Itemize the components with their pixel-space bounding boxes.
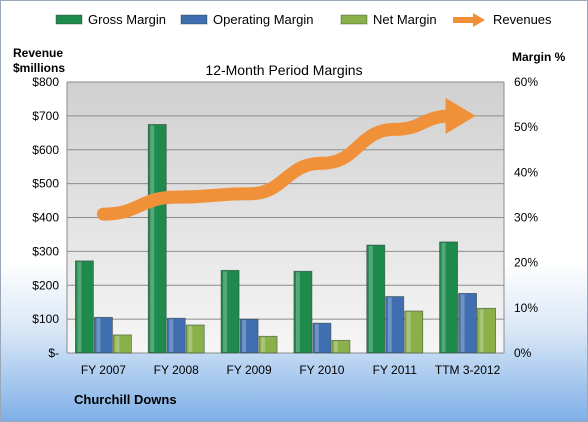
- legend-swatch: [55, 14, 83, 25]
- right-tick-label: 0%: [514, 346, 532, 360]
- bar-operating-margin: [385, 296, 405, 354]
- bar-gross-margin: [293, 270, 313, 354]
- legend-label: Revenues: [493, 12, 552, 27]
- bar-gross-margin: [439, 241, 458, 354]
- bar-gross-margin: [366, 244, 386, 354]
- category-label: FY 2008: [154, 363, 199, 377]
- right-tick-label: 20%: [514, 256, 538, 270]
- bar-net-margin: [113, 334, 132, 354]
- legend-swatch: [180, 14, 208, 25]
- bar-highlight: [115, 335, 120, 352]
- bar-net-margin: [331, 339, 351, 354]
- revenue-arrow-head: [445, 97, 476, 134]
- right-tick-label: 50%: [514, 120, 538, 134]
- bar-gross-margin: [147, 124, 167, 354]
- bar-highlight: [188, 325, 193, 352]
- left-tick-label: $100: [32, 312, 59, 326]
- bar-highlight: [150, 125, 155, 352]
- left-tick-label: $-: [48, 346, 59, 360]
- revenue-line-path: [96, 109, 459, 221]
- bar-highlight: [479, 309, 484, 352]
- bar-highlight: [96, 318, 101, 352]
- bar-gross-margin: [220, 269, 240, 354]
- category-label: FY 2007: [81, 363, 126, 377]
- bar-highlight: [242, 320, 247, 352]
- bar-highlight: [368, 246, 373, 352]
- bar-net-margin: [258, 335, 278, 354]
- company-name: Churchill Downs: [74, 392, 177, 407]
- axes: $- $100 $200 $300 $400 $500 $600 $700 $800 0% 10% 2…: [32, 75, 538, 377]
- bar-net-margin: [477, 307, 496, 354]
- bar-highlight: [77, 261, 82, 352]
- right-axis-title: Margin %: [512, 50, 566, 64]
- right-tick-label: 10%: [514, 301, 538, 315]
- bar-highlight: [406, 311, 411, 352]
- revenue-line: [96, 97, 476, 221]
- bar-operating-margin: [166, 317, 186, 354]
- bar-operating-margin: [94, 316, 113, 354]
- bar-highlight: [441, 242, 446, 352]
- left-tick-label: $500: [32, 177, 59, 191]
- left-tick-label: $200: [32, 278, 59, 292]
- category-label: FY 2009: [227, 363, 272, 377]
- legend-swatch: [340, 14, 368, 25]
- bar-operating-margin: [312, 322, 332, 354]
- bar-highlight: [261, 337, 266, 352]
- left-axis-title-line1: Revenue: [13, 46, 63, 60]
- bar-operating-margin: [239, 318, 259, 354]
- category-label: FY 2010: [299, 363, 344, 377]
- bar-highlight: [387, 297, 392, 352]
- left-tick-label: $600: [32, 143, 59, 157]
- bar-highlight: [460, 294, 465, 352]
- right-tick-label: 40%: [514, 165, 538, 179]
- left-tick-label: $800: [32, 75, 59, 89]
- bar-highlight: [314, 324, 319, 352]
- left-tick-label: $400: [32, 211, 59, 225]
- legend-arrow-swatch: [473, 13, 485, 27]
- bar-operating-margin: [458, 292, 477, 354]
- left-tick-label: $300: [32, 244, 59, 258]
- legend-label: Operating Margin: [213, 12, 313, 27]
- bar-highlight: [333, 341, 338, 352]
- legend-label: Gross Margin: [88, 12, 166, 27]
- category-label: TTM 3-2012: [435, 363, 501, 377]
- chart-title: 12-Month Period Margins: [205, 62, 362, 78]
- right-tick-label: 30%: [514, 211, 538, 225]
- bar-net-margin: [185, 324, 205, 354]
- bar-gross-margin: [75, 260, 94, 354]
- bar-net-margin: [404, 310, 424, 354]
- bars: [75, 124, 496, 354]
- category-label: FY 2011: [373, 363, 418, 377]
- legend-label: Net Margin: [373, 12, 437, 27]
- right-tick-label: 60%: [514, 75, 538, 89]
- left-tick-label: $700: [32, 109, 59, 123]
- legend: Gross Margin Operating Margin Net Margin Re…: [55, 12, 552, 27]
- bar-highlight: [295, 272, 300, 352]
- bar-highlight: [223, 271, 228, 352]
- left-axis-title-line2: $millions: [13, 61, 65, 75]
- bar-highlight: [169, 319, 174, 352]
